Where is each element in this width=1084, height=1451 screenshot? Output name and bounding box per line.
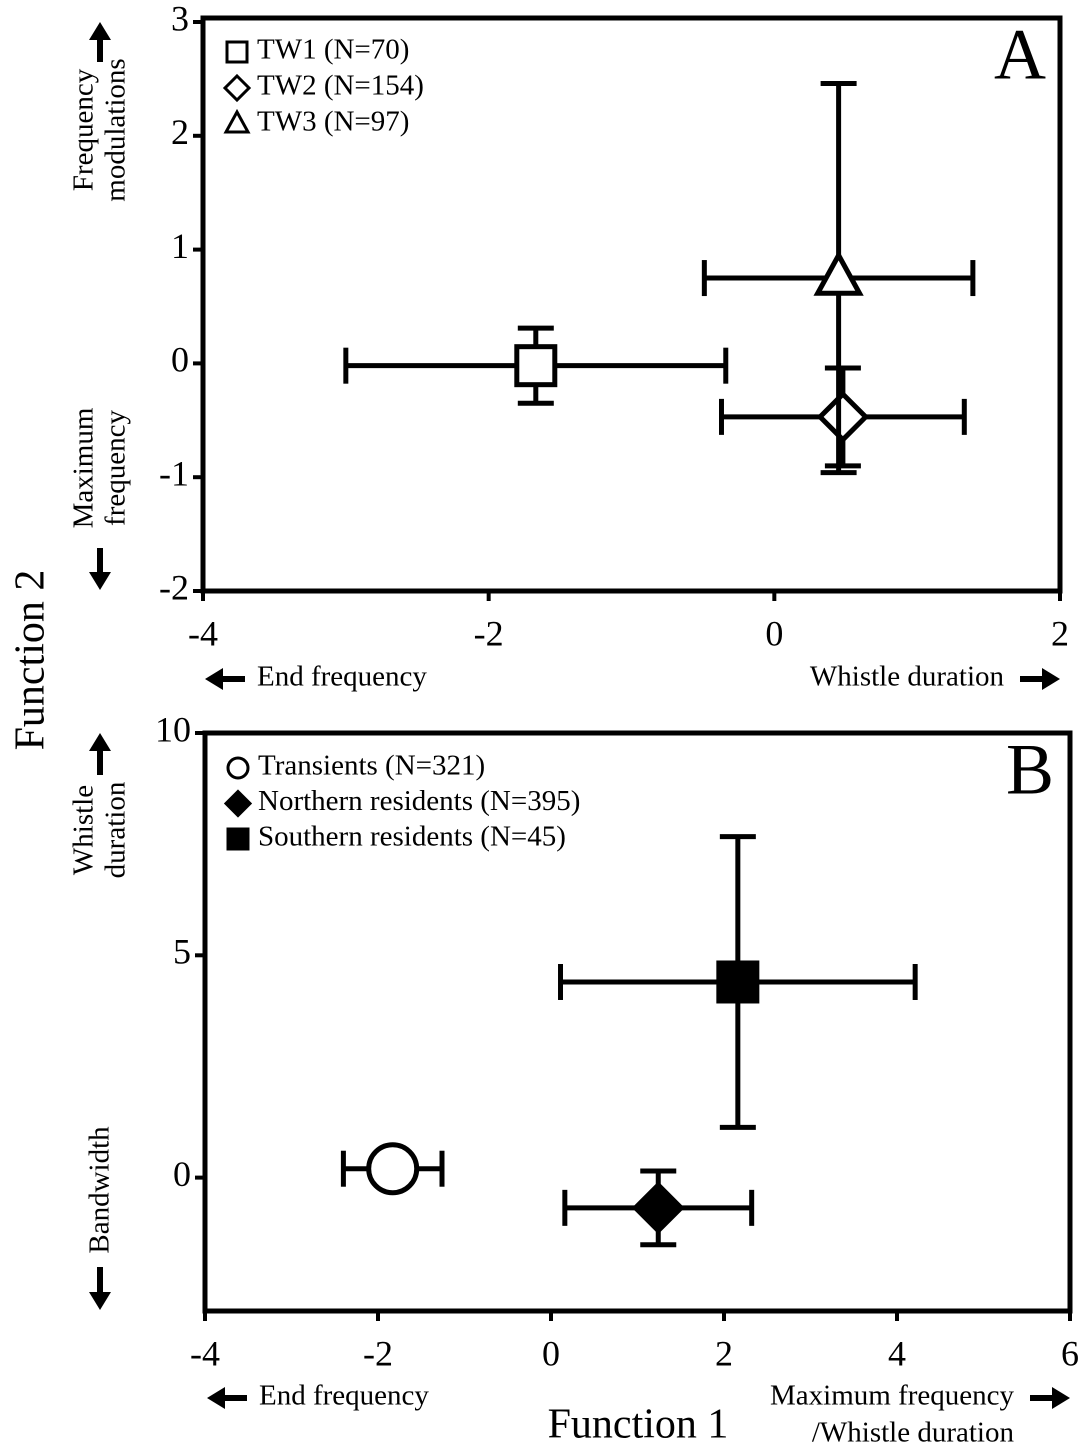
legend-label: Southern residents (N=45) xyxy=(258,821,566,853)
x-direction-label: End frequency xyxy=(257,661,427,693)
y-tick-label: -1 xyxy=(159,453,189,493)
x-tick-label: 4 xyxy=(888,1333,906,1373)
x-direction-label: Whistle duration xyxy=(810,661,1005,693)
plot-frame xyxy=(200,15,1063,594)
legend-marker xyxy=(222,73,252,103)
y-direction-label: Whistle xyxy=(68,785,100,875)
y-tick-label: 0 xyxy=(171,340,189,380)
y-direction-label: duration xyxy=(100,781,132,878)
x-axis-title: Function 1 xyxy=(548,1402,729,1448)
y-tick-label: 3 xyxy=(171,0,189,38)
data-point xyxy=(816,390,870,444)
y-tick-label: -2 xyxy=(159,567,189,607)
data-point xyxy=(366,1142,420,1196)
y-direction-label: modulations xyxy=(100,58,132,201)
x-tick-label: 2 xyxy=(1051,613,1069,653)
legend-label: Transients (N=321) xyxy=(258,750,485,782)
legend-marker xyxy=(226,756,250,780)
data-point xyxy=(716,960,760,1004)
panel-label: A xyxy=(994,15,1046,95)
legend-label: TW3 (N=97) xyxy=(257,106,409,138)
legend-marker xyxy=(223,108,251,134)
legend-marker xyxy=(225,40,249,64)
plot-frame xyxy=(202,730,1073,1314)
direction-arrow-head xyxy=(89,733,111,751)
data-point xyxy=(631,1181,685,1235)
y-direction-label: Maximum xyxy=(68,407,100,528)
direction-arrow-head xyxy=(205,668,223,690)
x-tick-label: -2 xyxy=(474,613,504,653)
x-tick-label: 0 xyxy=(765,613,783,653)
legend-marker xyxy=(226,827,250,851)
direction-arrow-head xyxy=(207,1387,225,1409)
direction-arrow-head xyxy=(89,1292,111,1310)
y-tick-label: 5 xyxy=(173,932,191,972)
y-tick-label: 1 xyxy=(171,226,189,266)
x-direction-label: /Whistle duration xyxy=(812,1417,1015,1449)
y-axis-title: Function 2 xyxy=(8,570,54,751)
y-direction-label: Frequency xyxy=(68,68,100,191)
x-tick-label: -2 xyxy=(363,1333,393,1373)
legend-marker xyxy=(223,789,253,818)
direction-arrow-head xyxy=(1042,668,1060,690)
legend-label: TW1 (N=70) xyxy=(257,34,409,66)
y-tick-label: 0 xyxy=(173,1154,191,1194)
y-tick-label: 2 xyxy=(171,112,189,152)
legend-label: Northern residents (N=395) xyxy=(258,785,580,817)
x-direction-label: End frequency xyxy=(259,1380,429,1412)
direction-arrow-head xyxy=(89,572,111,590)
legend-label: TW2 (N=154) xyxy=(257,70,424,102)
x-tick-label: -4 xyxy=(190,1333,220,1373)
y-tick-label: 10 xyxy=(155,709,191,749)
y-direction-label: frequency xyxy=(100,410,132,526)
x-tick-label: -4 xyxy=(188,613,218,653)
panel-label: B xyxy=(1006,730,1054,810)
direction-arrow-head xyxy=(89,22,111,40)
data-point xyxy=(813,250,864,296)
y-direction-label: Bandwidth xyxy=(84,1126,116,1254)
x-tick-label: 2 xyxy=(715,1333,733,1373)
x-tick-label: 6 xyxy=(1061,1333,1079,1373)
direction-arrow-head xyxy=(1052,1387,1070,1409)
data-point xyxy=(514,344,558,388)
x-tick-label: 0 xyxy=(542,1333,560,1373)
x-direction-label: Maximum frequency xyxy=(770,1380,1015,1412)
